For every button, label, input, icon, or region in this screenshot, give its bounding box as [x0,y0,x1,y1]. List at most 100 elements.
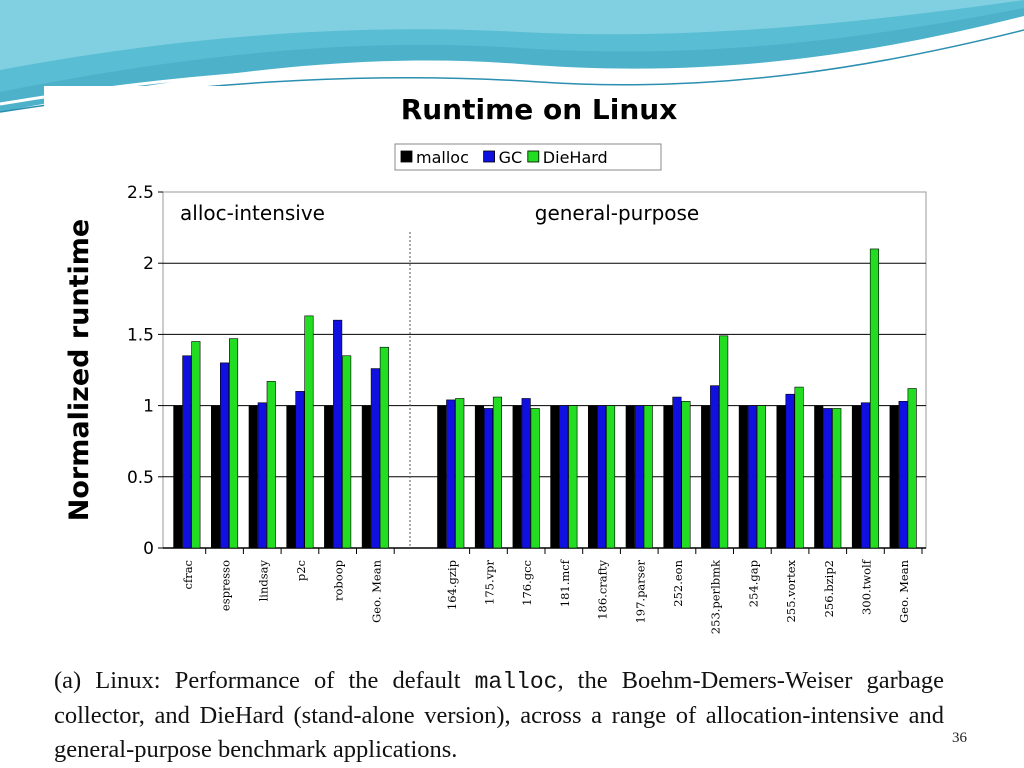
y-tick-label: 2 [143,254,154,274]
bar-malloc-254-gap [738,405,748,549]
bar-gc-164-gzip [446,399,456,549]
header-wave-decoration [0,0,1024,113]
bar-malloc-175-vpr [474,405,485,549]
bar-malloc-252-eon [663,405,673,549]
x-tick-label: 175.vpr [482,560,496,605]
bar-diehard-cfrac [191,341,201,549]
bar-gc-256-bzip2 [823,408,833,549]
bar-diehard-p2c [304,315,314,549]
legend-label-gc: GC [499,148,523,167]
bar-gc-espresso [220,362,230,549]
x-tick-label: 176.gcc [520,560,534,606]
bar-diehard-186-crafty [605,405,616,549]
x-tick-label: espresso [219,560,233,611]
x-tick-label: p2c [294,560,308,581]
bar-malloc-176-gcc [512,405,522,549]
bar-gc-roboop [333,319,343,549]
x-tick-label: 300.twolf [859,559,873,615]
bar-malloc-255-vortex [776,405,786,549]
figure-caption: (a) Linux: Performance of the default ma… [54,664,944,767]
bar-malloc-181-mcf [550,405,560,549]
y-tick-label: 1.5 [127,325,154,345]
bar-diehard-252-eon [681,401,691,549]
bar-malloc-256-bzip2 [814,405,824,549]
x-tick-label: 252.eon [671,559,685,606]
bar-malloc-p2c [286,405,296,549]
bar-malloc-roboop [324,405,334,549]
bar-gc-300-twolf [860,402,871,549]
legend-swatch-malloc [400,150,413,163]
bar-diehard-lindsay [266,381,276,549]
caption-text-start: (a) Linux: Performance of the default [54,667,475,694]
bar-diehard-255-vortex [794,386,804,549]
x-tick-label: cfrac [181,560,195,590]
bar-malloc-253-perlbmk [701,405,711,549]
x-tick-label: 197.parser [633,560,647,624]
bar-diehard-175-vpr [492,396,503,549]
bar-gc-lindsay [257,402,267,549]
bar-diehard-256-bzip2 [832,408,842,549]
legend-swatch-gc [483,150,496,163]
bar-diehard-181-mcf [568,405,578,549]
bar-diehard-espresso [229,338,239,549]
x-tick-label: lindsay [256,560,270,602]
bar-malloc-geo-mean [889,405,899,549]
bar-gc-254-gap [747,405,757,549]
y-tick-label: 2.5 [127,183,154,203]
legend-swatch-diehard [527,150,540,163]
x-tick-label: 164.gzip [445,560,459,610]
page-number: 36 [952,730,967,746]
bar-malloc-espresso [211,405,221,549]
bar-malloc-cfrac [173,405,183,549]
bar-malloc-300-twolf [851,405,862,549]
figure-panel: Runtime on Linux malloc GC DieHard 0 0.5 1 1.… [44,86,952,766]
bar-gc-181-mcf [559,405,569,549]
group-labels: alloc-intensive general-purpose [180,201,699,225]
bars [173,248,917,549]
caption-code-malloc: malloc [474,669,558,695]
legend-label-malloc: malloc [416,148,469,167]
legend-label-diehard: DieHard [543,148,608,167]
bar-gc-186-crafty [596,405,607,549]
bar-gc-197-parser [634,405,644,549]
x-tick-label: Geo. Mean [369,559,383,622]
bar-malloc-geo-mean [361,405,371,549]
group-label-alloc-intensive: alloc-intensive [180,201,325,225]
x-tick-label: roboop [332,560,346,601]
bar-gc-175-vpr [483,408,494,549]
group-label-general-purpose: general-purpose [535,201,699,225]
x-tick-label: 186.crafty [596,560,610,620]
y-tick-label: 0 [143,539,154,559]
bar-gc-176-gcc [521,398,531,549]
bar-malloc-186-crafty [587,405,598,549]
x-tick-label: 255.vortex [784,559,798,622]
bar-chart: Runtime on Linux malloc GC DieHard 0 0.5 1 1.… [64,93,927,634]
bar-diehard-geo-mean [907,388,917,549]
plot-area [162,191,927,549]
bar-gc-252-eon [672,396,682,549]
bar-gc-geo-mean [898,401,908,549]
y-axis-label: Normalized runtime [64,219,95,521]
x-tick-label: 256.bzip2 [822,560,836,617]
bar-gc-p2c [295,391,305,549]
caption-text-end: , the Boehm-Demers-Weiser garbage collec… [54,667,944,763]
bar-diehard-253-perlbmk [719,335,729,549]
y-tick-label: 0.5 [127,468,154,488]
legend: malloc GC DieHard [394,143,662,171]
bar-diehard-geo-mean [379,346,389,549]
bar-diehard-164-gzip [455,398,465,549]
bar-diehard-254-gap [756,405,766,549]
bar-diehard-197-parser [643,405,653,549]
bar-malloc-lindsay [248,405,258,549]
y-tick-label: 1 [143,397,154,417]
x-tick-label: 253.perlbmk [709,559,723,634]
y-axis-ticks: 0 0.5 1 1.5 2 2.5 [127,183,163,559]
bar-gc-253-perlbmk [710,385,720,549]
x-axis-tick-marks [205,548,923,554]
x-tick-label: 254.gap [746,560,760,607]
bar-malloc-197-parser [625,405,635,549]
x-tick-label: Geo. Mean [897,559,911,622]
x-axis-labels: cfrac espresso lindsay p2c roboop Geo. Mean 16… [181,559,911,634]
bar-gc-cfrac [182,355,192,549]
bar-diehard-300-twolf [869,248,880,549]
